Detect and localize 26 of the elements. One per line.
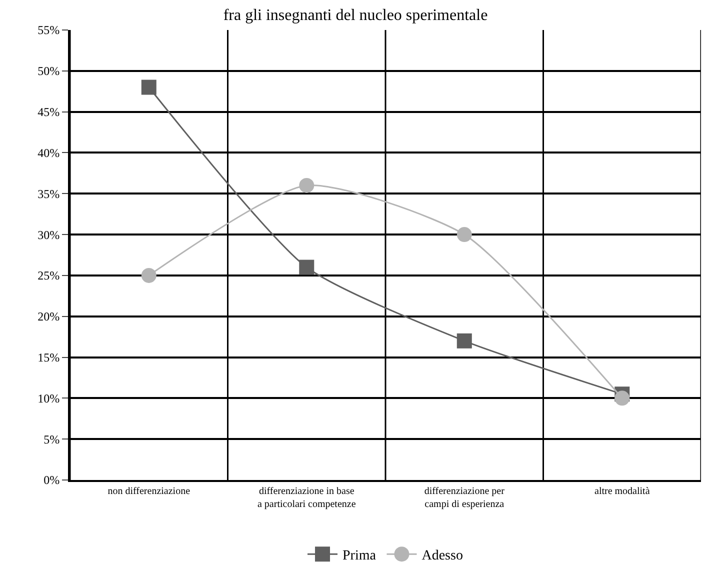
point (141, 80, 156, 95)
chart-title: fra gli insegnanti del nucleo sperimentale (223, 6, 488, 24)
y-tick-label: 20% (38, 310, 60, 324)
point (456, 333, 472, 348)
y-tick-label: 15% (38, 350, 60, 364)
y-tick-label: 10% (38, 391, 60, 406)
y-tick-label: 25% (38, 268, 60, 283)
point (141, 268, 156, 283)
point (299, 178, 314, 193)
x-tick-label: differenziazione per campi di esperienza (424, 486, 506, 510)
x-tick-label: non differenziazione (108, 486, 191, 497)
y-tick-label: 5% (44, 432, 60, 446)
y-tick-label: 30% (38, 228, 60, 242)
y-tick-label: 45% (38, 105, 60, 120)
y-tick-label: 0% (44, 473, 60, 488)
legend-label: Prima (342, 548, 377, 564)
point (299, 260, 314, 275)
y-tick-label: 40% (38, 146, 60, 160)
y-tick-label: 55% (38, 23, 60, 38)
y-tick-label: 50% (38, 64, 60, 78)
x-tick-label: differenziazione in base a particolari competenze (257, 486, 356, 510)
point (614, 390, 630, 406)
y-tick-label: 35% (38, 186, 60, 201)
legend-label: Adesso (422, 548, 463, 564)
x-tick-label: altre modalità (594, 486, 650, 497)
point (456, 227, 472, 242)
